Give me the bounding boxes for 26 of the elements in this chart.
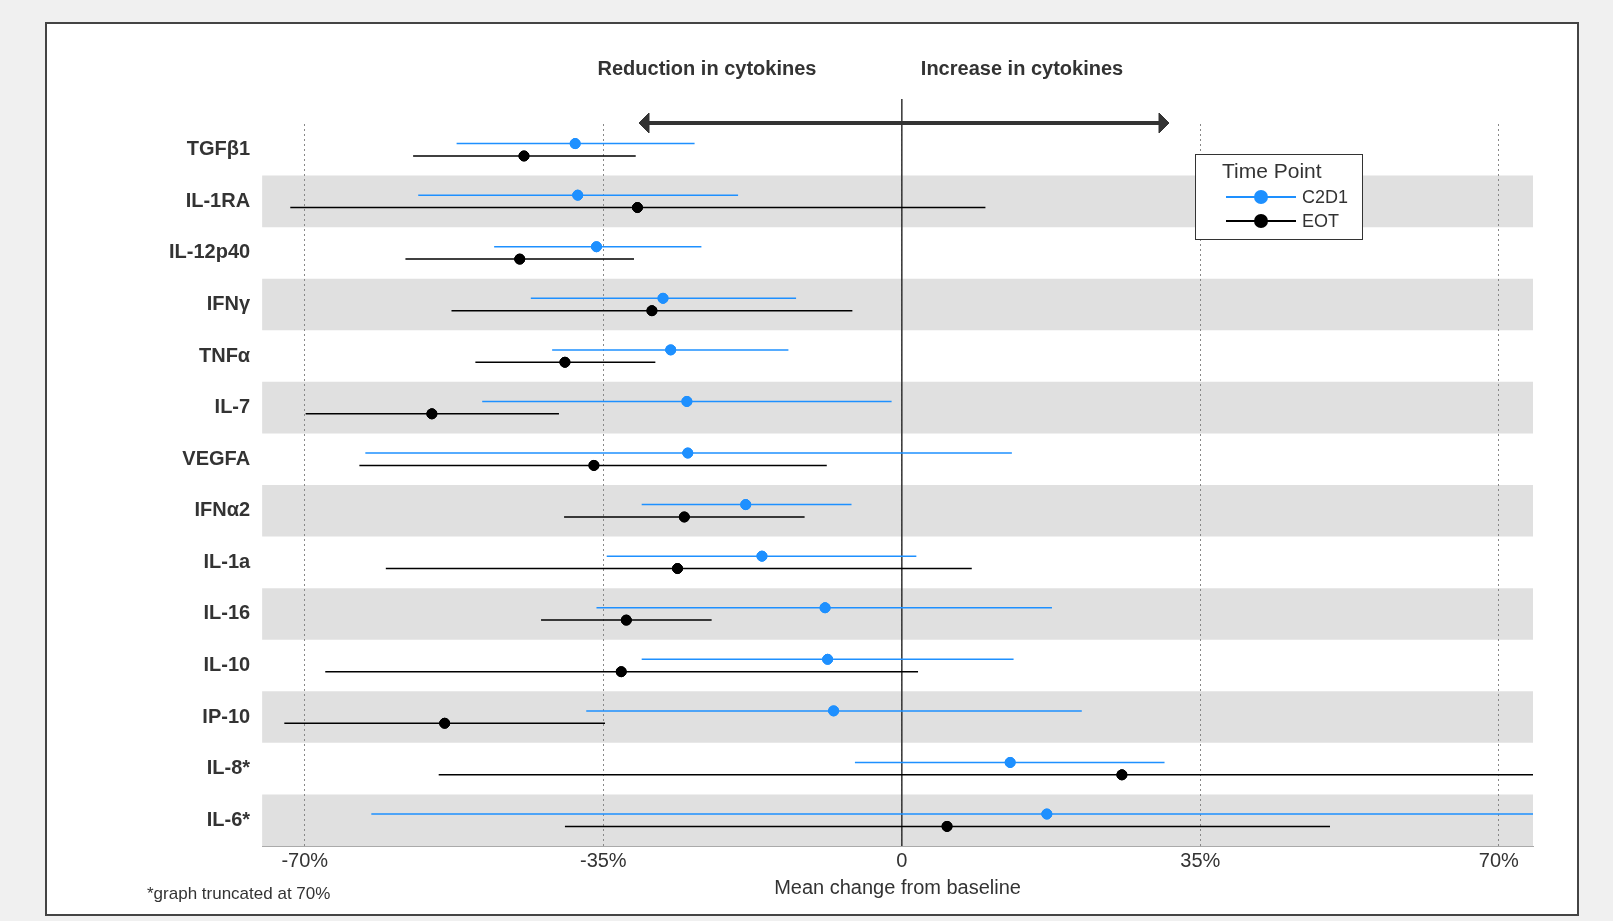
y-tick-label: IL-8* — [206, 756, 251, 779]
y-tick-label: IL-16 — [203, 601, 251, 624]
legend-label: C2D1 — [1301, 186, 1348, 208]
y-tick-label: IL-1a — [203, 549, 252, 572]
legend-title: Time Point — [1221, 159, 1323, 183]
x-tick-label: 0 — [896, 848, 908, 871]
x-tick-label: 70% — [1478, 848, 1520, 871]
text: Increase in cytokines — [920, 56, 1124, 79]
y-tick-label: IFNγ — [206, 292, 252, 315]
x-tick-label: -70% — [281, 848, 329, 871]
x-axis-title: Mean change from baseline — [774, 875, 1021, 898]
text: Reduction in cytokines — [597, 56, 817, 79]
y-tick-label: IL-6* — [206, 807, 251, 830]
y-tick-label: IFNα2 — [194, 498, 251, 521]
y-tick-label: IL-1RA — [185, 188, 251, 211]
x-tick-label: -35% — [579, 848, 627, 871]
y-tick-label: VEGFA — [182, 446, 251, 469]
y-tick-label: TGFβ1 — [186, 137, 251, 160]
legend-label: EOT — [1301, 210, 1339, 232]
y-tick-label: IL-10 — [203, 653, 251, 676]
y-tick-label: IL-7 — [214, 395, 251, 418]
x-tick-label: 35% — [1180, 848, 1221, 871]
y-tick-label: TNFα — [198, 343, 251, 366]
y-tick-label: IP-10 — [202, 704, 251, 727]
y-tick-label: IL-12p40 — [168, 240, 251, 263]
text: *graph truncated at 70% — [147, 883, 331, 903]
